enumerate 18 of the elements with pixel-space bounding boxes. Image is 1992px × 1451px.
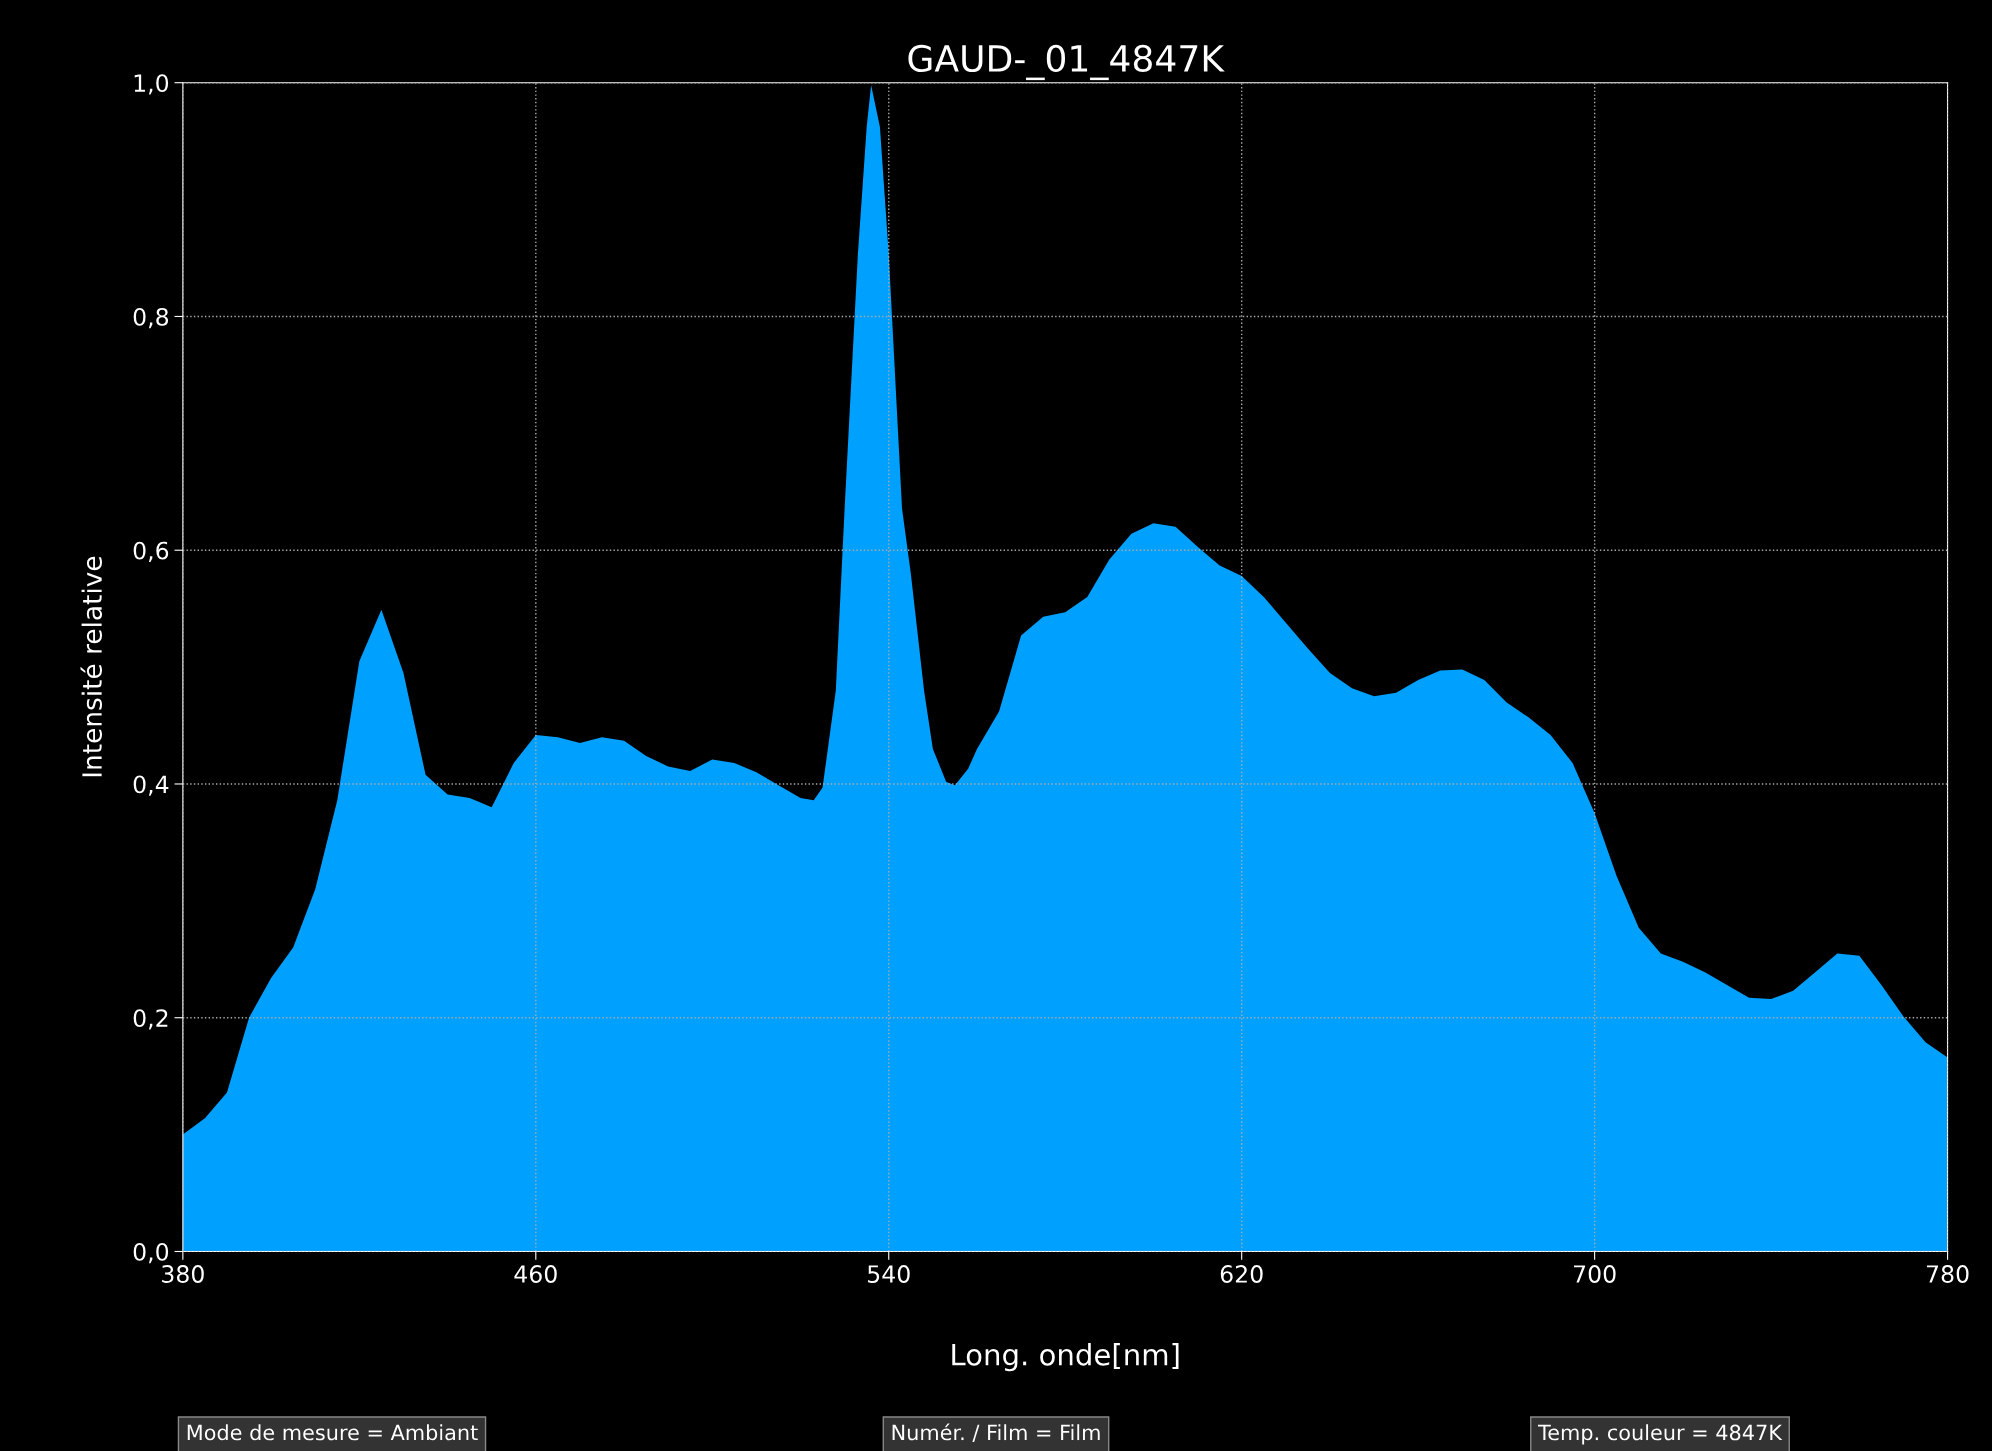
y-tick-label: 0,2 <box>133 1009 168 1030</box>
y-axis-title: Intensité relative <box>80 556 103 777</box>
text: Mode de mesure = Ambiant <box>187 1424 478 1441</box>
x-tick-label: 380 <box>162 1265 204 1283</box>
y-tick-label: 0,4 <box>133 775 169 796</box>
text: Numér. / Film = Film <box>892 1423 1100 1442</box>
chart-title: GAUD-_01_4847K <box>908 44 1225 81</box>
y-tick-label: 1,0 <box>134 74 169 95</box>
x-tick-label: 620 <box>1220 1265 1263 1283</box>
x-tick-label: 460 <box>514 1265 557 1283</box>
x-tick-label: 780 <box>1926 1265 1969 1283</box>
x-axis-title: Long. onde[nm] <box>952 1343 1179 1372</box>
text: Temp. couleur = 4847K <box>1537 1424 1783 1445</box>
y-tick-label: 0,6 <box>133 541 169 562</box>
y-tick-label: 0,8 <box>133 307 169 329</box>
x-tick-label: 540 <box>868 1265 910 1283</box>
x-tick-label: 700 <box>1574 1265 1616 1283</box>
y-tick-label: 0,0 <box>133 1242 169 1264</box>
